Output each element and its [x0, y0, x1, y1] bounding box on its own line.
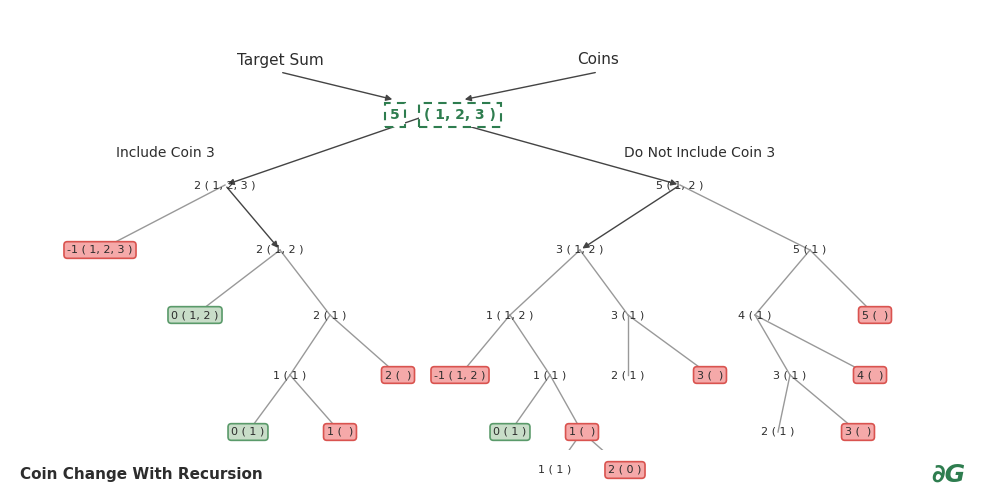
Text: ( 1, 2, 3 ): ( 1, 2, 3 ) [424, 108, 496, 122]
Text: -1 ( 1, 2, 3 ): -1 ( 1, 2, 3 ) [67, 245, 133, 255]
Text: 3 ( 1 ): 3 ( 1 ) [611, 310, 645, 320]
Text: 1 ( 1 ): 1 ( 1 ) [533, 370, 567, 380]
Text: 0 ( 1 ): 0 ( 1 ) [231, 427, 265, 437]
Text: 5: 5 [390, 108, 400, 122]
Text: 1 (  ): 1 ( ) [327, 427, 353, 437]
Text: Do Not Include Coin 3: Do Not Include Coin 3 [624, 146, 776, 160]
Text: 3 (  ): 3 ( ) [845, 427, 871, 437]
Text: 2 ( 1 ): 2 ( 1 ) [313, 310, 347, 320]
Text: 2 ( 1 ): 2 ( 1 ) [761, 427, 795, 437]
Text: Coin Change With Recursion: Coin Change With Recursion [20, 468, 263, 482]
Text: 4 ( 1 ): 4 ( 1 ) [738, 310, 772, 320]
Text: 1 (  ): 1 ( ) [569, 427, 595, 437]
Text: 3 ( 1 ): 3 ( 1 ) [773, 370, 807, 380]
Text: 5 ( 1 ): 5 ( 1 ) [793, 245, 827, 255]
Text: 2 ( 1, 2 ): 2 ( 1, 2 ) [256, 245, 304, 255]
Text: 3 ( 1, 2 ): 3 ( 1, 2 ) [556, 245, 604, 255]
Text: 2 ( 1 ): 2 ( 1 ) [611, 370, 645, 380]
Text: Coins: Coins [577, 52, 619, 68]
Text: ∂G: ∂G [931, 463, 965, 487]
Text: Include Coin 3: Include Coin 3 [116, 146, 214, 160]
Text: 2 ( 1, 2, 3 ): 2 ( 1, 2, 3 ) [194, 180, 256, 190]
Text: 1 ( 1, 2 ): 1 ( 1, 2 ) [486, 310, 534, 320]
Text: 4 (  ): 4 ( ) [857, 370, 883, 380]
Text: 2 (  ): 2 ( ) [385, 370, 411, 380]
Text: 5 (  ): 5 ( ) [862, 310, 888, 320]
Text: Target Sum: Target Sum [237, 52, 323, 68]
Text: 2 ( 0 ): 2 ( 0 ) [608, 465, 642, 475]
Text: 5 ( 1, 2 ): 5 ( 1, 2 ) [656, 180, 704, 190]
Text: 1 ( 1 ): 1 ( 1 ) [538, 465, 572, 475]
Text: -1 ( 1, 2 ): -1 ( 1, 2 ) [434, 370, 486, 380]
Text: 0 ( 1 ): 0 ( 1 ) [493, 427, 527, 437]
Text: 1 ( 1 ): 1 ( 1 ) [273, 370, 307, 380]
Text: 0 ( 1, 2 ): 0 ( 1, 2 ) [171, 310, 219, 320]
Text: 3 (  ): 3 ( ) [697, 370, 723, 380]
